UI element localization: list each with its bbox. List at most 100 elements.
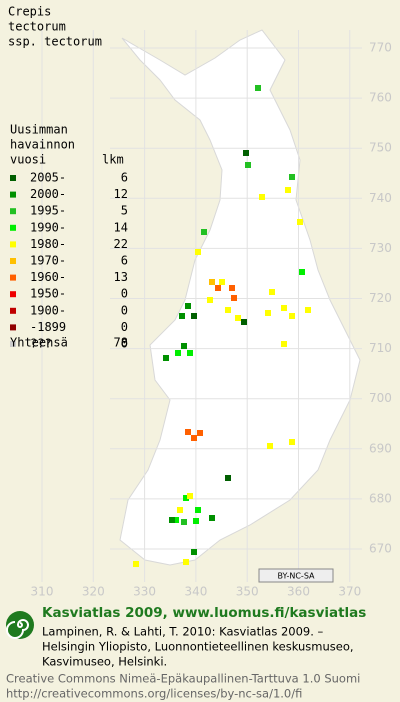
species-title: tectorum: [8, 20, 66, 34]
citation: Helsingin Yliopisto, Luonnontieteellinen…: [42, 640, 354, 654]
license-badge: BY-NC-SA: [277, 572, 315, 581]
license-badge-box: [258, 568, 334, 583]
observation: [225, 307, 231, 313]
north-label: 710: [369, 341, 392, 355]
observation: [299, 269, 305, 275]
observation: [241, 319, 247, 325]
legend-label: -1899: [30, 320, 66, 334]
legend-label: 2000-: [30, 187, 66, 201]
legend-count: 0: [121, 337, 128, 351]
observation: [219, 279, 225, 285]
legend-heading: Uusimman: [10, 123, 68, 137]
legend-swatch: [10, 224, 16, 231]
north-label: 680: [369, 491, 392, 505]
observation: [183, 495, 189, 501]
north-label: 770: [369, 41, 392, 55]
logo: [6, 611, 34, 639]
observation: [201, 229, 207, 235]
east-label: 360: [287, 585, 310, 599]
legend-heading: havainnon: [10, 138, 75, 152]
legend-label: 1950-: [30, 287, 66, 301]
north-label: 760: [369, 91, 392, 105]
observation: [245, 162, 251, 168]
observation: [289, 174, 295, 180]
observation: [229, 285, 235, 291]
north-label: 670: [369, 542, 392, 556]
license: Creative Commons Nimeä-Epäkaupallinen-Ta…: [6, 672, 360, 686]
legend-swatch: [10, 258, 16, 264]
north-label: 720: [369, 291, 392, 305]
observation: [289, 313, 295, 319]
east-label: 370: [338, 585, 361, 599]
total-count: 78: [114, 336, 128, 350]
legend-col-count: lkm: [102, 153, 124, 167]
observation: [231, 295, 237, 301]
observation: [289, 439, 295, 445]
legend-count: 0: [121, 303, 128, 317]
observation: [173, 517, 179, 523]
legend-label: 1990-: [30, 220, 66, 234]
observation: [259, 194, 265, 200]
observation: [187, 350, 193, 356]
observation: [243, 150, 249, 156]
observation: [177, 507, 183, 513]
legend-label: 1995-: [30, 204, 66, 218]
observation: [195, 507, 201, 513]
observation: [181, 519, 187, 525]
observation: [215, 285, 221, 291]
north-label: 690: [369, 441, 392, 455]
north-label: 700: [369, 391, 392, 405]
finland-outline: [119, 29, 361, 566]
total-label: Yhteensä: [10, 336, 68, 350]
east-label: 320: [82, 585, 105, 599]
observation: [187, 493, 193, 499]
east-label: 350: [236, 585, 259, 599]
legend-swatch: [10, 307, 16, 314]
legend-count: 12: [114, 187, 128, 201]
observation: [181, 343, 187, 349]
legend-count: 0: [121, 320, 128, 334]
observation: [133, 561, 139, 567]
east-label: 330: [133, 585, 156, 599]
legend-swatch: [10, 324, 16, 331]
legend-col-year: vuosi: [10, 153, 46, 167]
citation: Lampinen, R. & Lahti, T. 2010: Kasviatla…: [42, 625, 324, 639]
observation: [209, 515, 215, 521]
legend-count: 5: [121, 204, 128, 218]
legend-label: 1960-: [30, 270, 66, 284]
observation: [209, 279, 215, 285]
legend-count: 13: [114, 270, 128, 284]
observation: [269, 289, 275, 295]
citation: Kasvimuseo, Helsinki.: [42, 655, 167, 669]
legend-swatch: [10, 291, 16, 298]
observation: [175, 350, 181, 356]
north-label: 730: [369, 241, 392, 255]
brand: Kasviatlas 2009, www.luomus.fi/kasviatla…: [42, 605, 366, 621]
observation: [185, 429, 191, 435]
observation: [281, 341, 287, 347]
observation: [191, 435, 197, 441]
observation: [281, 305, 287, 311]
observation: [185, 303, 191, 309]
observation: [191, 549, 197, 555]
legend-label: ???: [30, 337, 52, 351]
observation: [305, 307, 311, 313]
observation: [265, 310, 271, 316]
legend-swatch: [10, 274, 16, 281]
observation: [285, 187, 291, 193]
legend-label: 2005-: [30, 171, 66, 185]
east-label: 310: [31, 585, 54, 599]
observation: [195, 249, 201, 255]
legend-swatch: [10, 208, 16, 215]
observation: [197, 430, 203, 436]
legend-count: 0: [121, 287, 128, 301]
legend-swatch: [10, 341, 16, 347]
observations: [133, 85, 311, 567]
legend-swatch: [10, 241, 16, 248]
legend-count: 14: [114, 220, 128, 234]
legend-swatch: [10, 191, 16, 198]
legend-count: 6: [121, 171, 128, 185]
